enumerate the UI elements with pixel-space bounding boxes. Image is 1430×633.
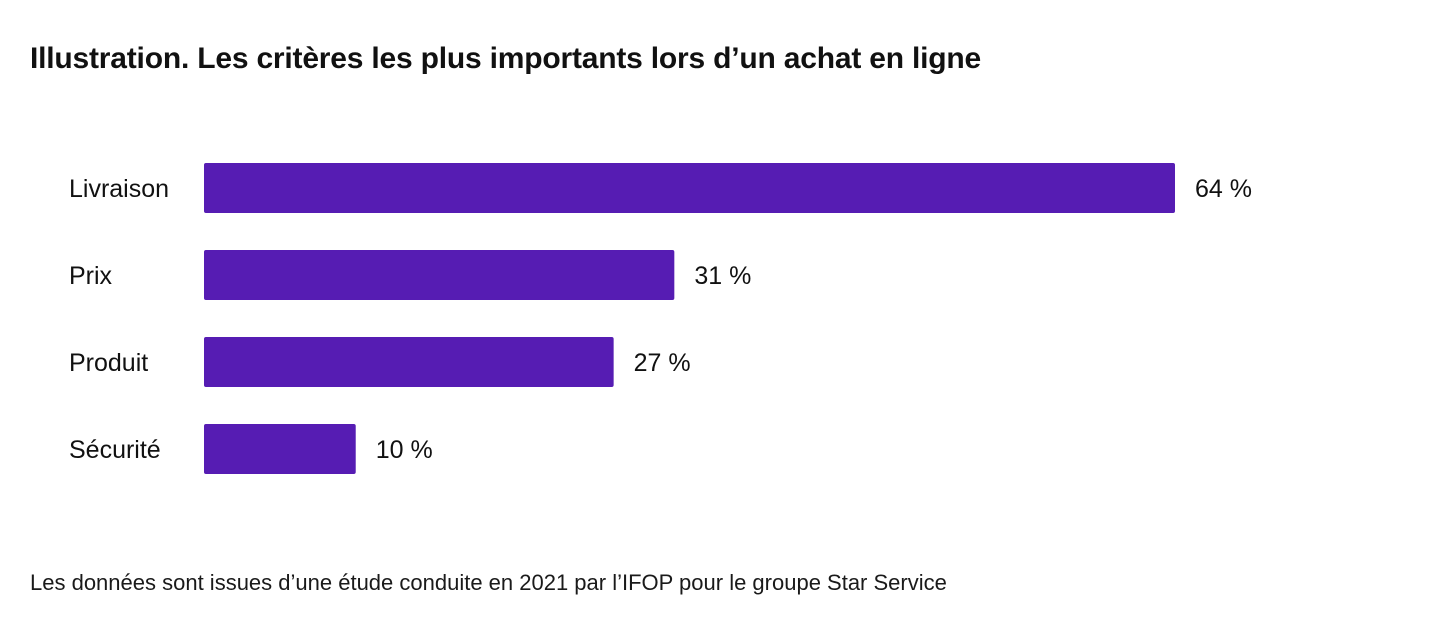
value-label: 31 % [694,262,751,290]
chart-title: Illustration. Les critères les plus impo… [30,42,982,75]
category-label: Prix [69,262,113,290]
category-label: Produit [69,349,148,377]
bar [204,163,1175,213]
bar [204,250,675,300]
value-label: 64 % [1195,175,1252,203]
category-label: Sécurité [69,436,161,464]
bar [204,424,356,474]
bar [204,337,614,387]
value-label: 27 % [634,349,691,377]
category-label: Livraison [69,175,169,203]
value-label: 10 % [376,436,433,464]
source-note: Les données sont issues d’une étude cond… [30,570,947,595]
